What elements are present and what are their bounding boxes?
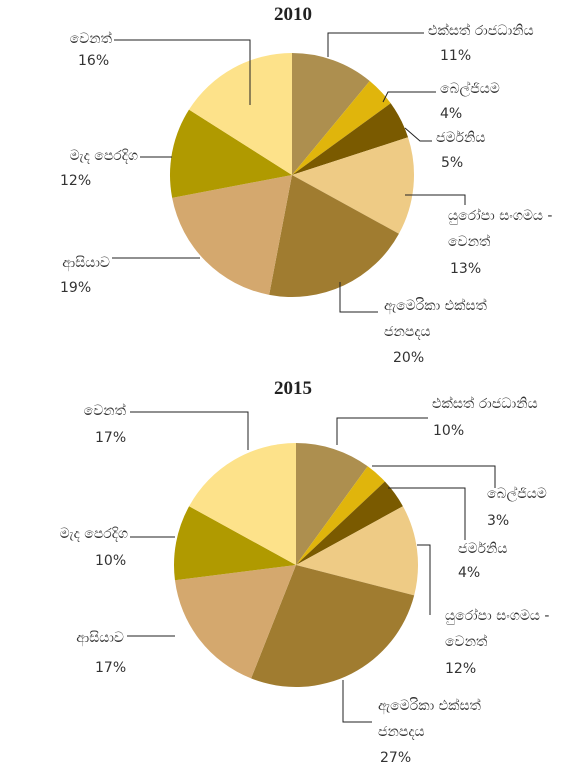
pie-slice — [296, 466, 385, 565]
leader-line — [130, 411, 249, 450]
leader-line — [417, 544, 431, 615]
slice-label: එක්සත් රාජධානිය — [432, 396, 538, 412]
pie-slice — [292, 103, 409, 175]
pie-slice — [296, 481, 403, 565]
slice-label: ජර්මනිය — [436, 130, 486, 146]
pie-slice — [172, 175, 292, 295]
leader-line — [339, 282, 378, 313]
slice-value: 11% — [440, 48, 472, 64]
slice-label: යුරෝපා සංගමය - වෙනත් — [448, 208, 553, 250]
slice-label: එක්සත් රාජධානිය — [428, 23, 534, 39]
slice-label: වෙනත් — [69, 31, 112, 47]
pie-slice — [251, 565, 415, 687]
leader-line — [327, 32, 424, 57]
chart-title: 2015 — [274, 378, 312, 399]
leader-line — [388, 487, 466, 540]
slice-value: 19% — [60, 280, 92, 296]
pie-slice — [296, 443, 368, 565]
slice-value: 17% — [95, 660, 127, 676]
slice-value: 20% — [393, 350, 425, 366]
slice-value: 4% — [440, 106, 463, 122]
slice-label: ජර්මනිය — [458, 541, 508, 557]
pie-slice — [292, 53, 370, 175]
slice-value: 17% — [95, 430, 127, 446]
slice-label: මැද පෙරදිග — [69, 148, 138, 164]
pie-slice — [292, 137, 414, 234]
slice-label: ආසියාව — [76, 630, 124, 646]
pie-slice — [188, 52, 292, 175]
slice-label: මැද පෙරදිග — [59, 526, 128, 542]
slice-value: 10% — [95, 553, 127, 569]
slice-value: 3% — [487, 513, 510, 529]
leader-line — [114, 39, 251, 105]
leader-line — [372, 465, 496, 488]
slice-label: ආසියාව — [62, 255, 110, 271]
pie-slice — [296, 506, 418, 596]
slice-value: 13% — [450, 261, 482, 277]
chart-title: 2010 — [274, 4, 312, 25]
leader-line — [404, 127, 432, 142]
slice-value: 12% — [60, 173, 92, 189]
pie-slice — [173, 506, 296, 581]
leader-line — [336, 417, 428, 445]
slice-label: ඇමෙරිකා එක්සත් ජනපදය — [378, 698, 481, 740]
pie-slice — [170, 109, 292, 198]
pie-slice — [189, 443, 296, 565]
slice-label: යුරෝපා සංගමය - වෙනත් — [445, 608, 550, 650]
slice-label: බෙල්ජියම — [440, 81, 500, 97]
pie-slice — [174, 565, 296, 679]
pie-slice — [269, 175, 399, 298]
pie-slice — [292, 80, 391, 175]
slice-value: 5% — [441, 155, 464, 171]
leader-line — [405, 194, 466, 205]
slice-value: 10% — [433, 423, 465, 439]
leader-line — [382, 91, 436, 103]
slice-value: 12% — [445, 661, 477, 677]
slice-value: 27% — [380, 750, 412, 766]
slice-value: 4% — [458, 565, 481, 581]
slice-label: වෙනත් — [83, 403, 126, 419]
leader-line — [342, 680, 372, 723]
slice-label: ඇමෙරිකා එක්සත් ජනපදය — [384, 298, 487, 340]
slice-value: 16% — [78, 53, 110, 69]
slice-label: බෙල්ජියම — [487, 486, 547, 502]
